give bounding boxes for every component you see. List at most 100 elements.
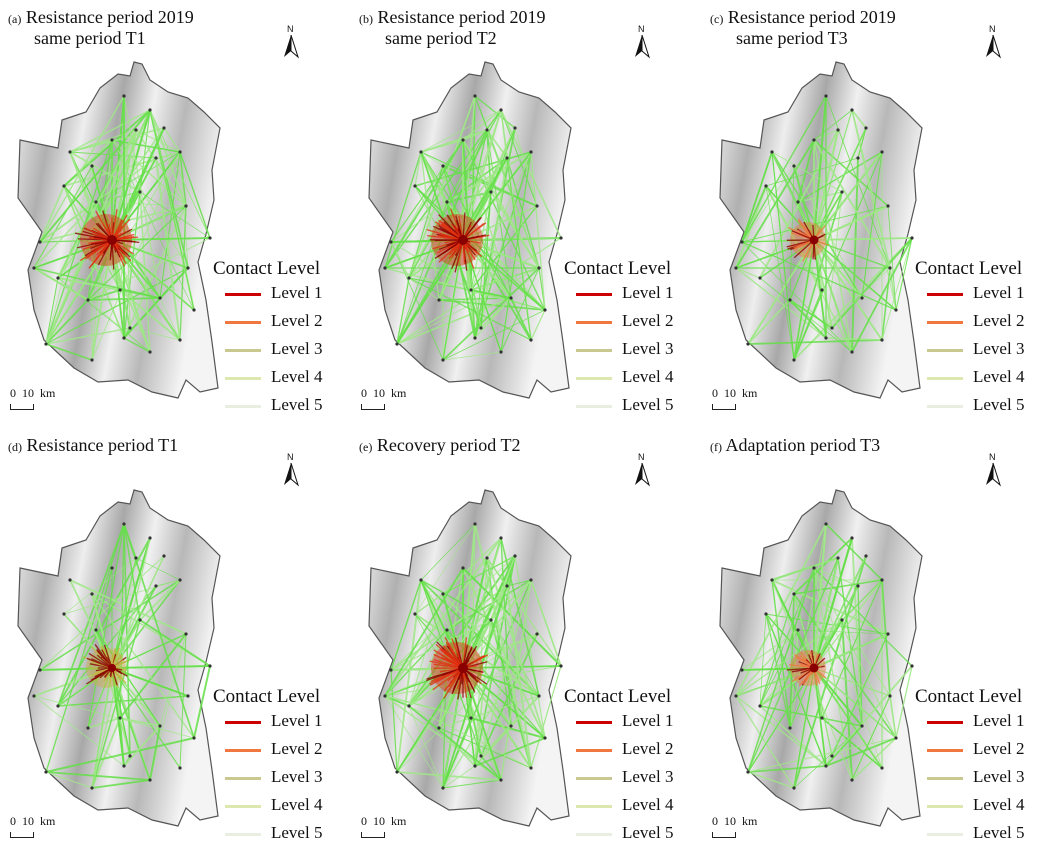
legend-item-level-4: Level 4 bbox=[564, 792, 699, 820]
north-arrow-icon: N bbox=[633, 452, 651, 492]
north-arrow-icon: N bbox=[282, 24, 300, 64]
legend-title: Contact Level bbox=[915, 258, 1023, 279]
settlement-nodes bbox=[32, 522, 212, 790]
legend-item-level-1: Level 1 bbox=[564, 708, 699, 736]
north-arrow-icon: N bbox=[984, 24, 1002, 64]
legend-label: Level 1 bbox=[622, 283, 674, 302]
legend-swatch bbox=[225, 405, 261, 408]
legend-label: Level 5 bbox=[973, 395, 1025, 414]
panel-title: (b) Resistance period 2019 same period T2 bbox=[359, 8, 545, 48]
network-map bbox=[368, 489, 572, 827]
legend-label: Level 2 bbox=[973, 739, 1025, 758]
legend-item-level-5: Level 5 bbox=[564, 392, 699, 420]
panel-tag: (f) bbox=[710, 440, 722, 454]
legend-label: Level 5 bbox=[271, 395, 323, 414]
network-map bbox=[719, 489, 923, 827]
contact-level-legend: Contact Level Level 1 Level 2 Level 3 Level … bbox=[915, 258, 1050, 420]
legend-label: Level 5 bbox=[622, 823, 674, 842]
panel-title: (a) Resistance period 2019 same period T1 bbox=[8, 8, 194, 48]
legend-label: Level 3 bbox=[622, 767, 674, 786]
panel-title-line1: Recovery period T2 bbox=[372, 435, 521, 455]
legend-item-level-5: Level 5 bbox=[213, 820, 348, 848]
legend-item-level-4: Level 4 bbox=[213, 364, 348, 392]
panel-title-line1: Resistance period T1 bbox=[22, 435, 179, 455]
panel-tag: (e) bbox=[359, 440, 373, 454]
network-map bbox=[17, 489, 221, 827]
legend-swatch bbox=[927, 721, 963, 724]
scale-bar: 0 10 km bbox=[10, 386, 55, 410]
legend-title: Contact Level bbox=[213, 258, 321, 279]
legend-label: Level 1 bbox=[622, 711, 674, 730]
core-area bbox=[426, 208, 490, 273]
panel-title: (c) Resistance period 2019 same period T3 bbox=[710, 8, 896, 48]
legend-title: Contact Level bbox=[915, 686, 1023, 707]
contact-level-legend: Contact Level Level 1 Level 2 Level 3 Level … bbox=[564, 258, 699, 420]
settlement-nodes bbox=[32, 94, 212, 362]
legend-label: Level 3 bbox=[973, 767, 1025, 786]
legend-item-level-4: Level 4 bbox=[213, 792, 348, 820]
north-arrow-icon: N bbox=[984, 452, 1002, 492]
legend-swatch bbox=[576, 405, 612, 408]
scale-label: 0 10 km bbox=[10, 814, 56, 828]
legend-item-level-5: Level 5 bbox=[564, 820, 699, 848]
legend-swatch bbox=[576, 349, 612, 352]
legend-swatch bbox=[927, 321, 963, 324]
scale-label: 0 10 km bbox=[712, 386, 758, 400]
legend-item-level-3: Level 3 bbox=[213, 764, 348, 792]
legend-label: Level 3 bbox=[973, 339, 1025, 358]
legend-label: Level 2 bbox=[271, 311, 323, 330]
legend-item-level-1: Level 1 bbox=[564, 280, 699, 308]
panel-title-line2: same period T3 bbox=[736, 28, 848, 48]
legend-item-level-4: Level 4 bbox=[915, 792, 1050, 820]
legend-item-level-5: Level 5 bbox=[213, 392, 348, 420]
legend-item-level-3: Level 3 bbox=[564, 764, 699, 792]
legend-title: Contact Level bbox=[213, 686, 321, 707]
network-map bbox=[368, 61, 572, 399]
legend-swatch bbox=[225, 377, 261, 380]
core-area bbox=[82, 644, 129, 688]
north-arrow-icon: N bbox=[633, 24, 651, 64]
legend-item-level-1: Level 1 bbox=[213, 280, 348, 308]
legend-label: Level 3 bbox=[271, 339, 323, 358]
legend-item-level-1: Level 1 bbox=[213, 708, 348, 736]
legend-swatch bbox=[225, 721, 261, 724]
legend-swatch bbox=[927, 377, 963, 380]
map-panel-b: (b) Resistance period 2019 same period T2… bbox=[351, 0, 702, 428]
map-panel-f: (f) Adaptation period T3 N 0 10 km Contact … bbox=[702, 428, 1053, 856]
legend-item-level-3: Level 3 bbox=[564, 336, 699, 364]
core-area bbox=[786, 650, 827, 687]
legend-swatch bbox=[225, 805, 261, 808]
scale-bar: 0 10 km bbox=[361, 814, 406, 838]
north-arrow-icon: N bbox=[282, 452, 300, 492]
core-area bbox=[74, 209, 140, 270]
legend-label: Level 4 bbox=[973, 367, 1025, 386]
legend-swatch bbox=[576, 749, 612, 752]
panel-title-line1: Resistance period 2019 bbox=[723, 7, 896, 27]
legend-swatch bbox=[225, 749, 261, 752]
panel-title: (e) Recovery period T2 bbox=[359, 436, 520, 457]
settlement-nodes bbox=[383, 94, 563, 362]
scale-bar: 0 10 km bbox=[712, 386, 758, 410]
legend-item-level-3: Level 3 bbox=[213, 336, 348, 364]
scale-bar: 0 10 km bbox=[361, 386, 406, 410]
legend-label: Level 3 bbox=[622, 339, 674, 358]
network-map bbox=[17, 61, 221, 399]
contact-level-legend: Contact Level Level 1 Level 2 Level 3 Level … bbox=[564, 686, 699, 848]
legend-label: Level 1 bbox=[973, 283, 1025, 302]
panel-title-line2: same period T1 bbox=[34, 28, 146, 48]
contact-level-legend: Contact Level Level 1 Level 2 Level 3 Level … bbox=[213, 686, 348, 848]
panel-title: (f) Adaptation period T3 bbox=[710, 436, 880, 457]
contact-level-legend: Contact Level Level 1 Level 2 Level 3 Level … bbox=[915, 686, 1050, 848]
map-panel-e: (e) Recovery period T2 N 0 10 km Contact Le… bbox=[351, 428, 702, 856]
panel-tag: (c) bbox=[710, 12, 724, 26]
legend-item-level-2: Level 2 bbox=[213, 736, 348, 764]
legend-item-level-1: Level 1 bbox=[915, 280, 1050, 308]
legend-item-level-2: Level 2 bbox=[564, 308, 699, 336]
legend-swatch bbox=[927, 805, 963, 808]
panel-title-line1: Resistance period 2019 bbox=[373, 7, 546, 27]
network-map bbox=[719, 61, 923, 399]
contact-network bbox=[735, 95, 913, 361]
legend-title: Contact Level bbox=[564, 686, 672, 707]
legend-swatch bbox=[225, 293, 261, 296]
legend-swatch bbox=[576, 805, 612, 808]
